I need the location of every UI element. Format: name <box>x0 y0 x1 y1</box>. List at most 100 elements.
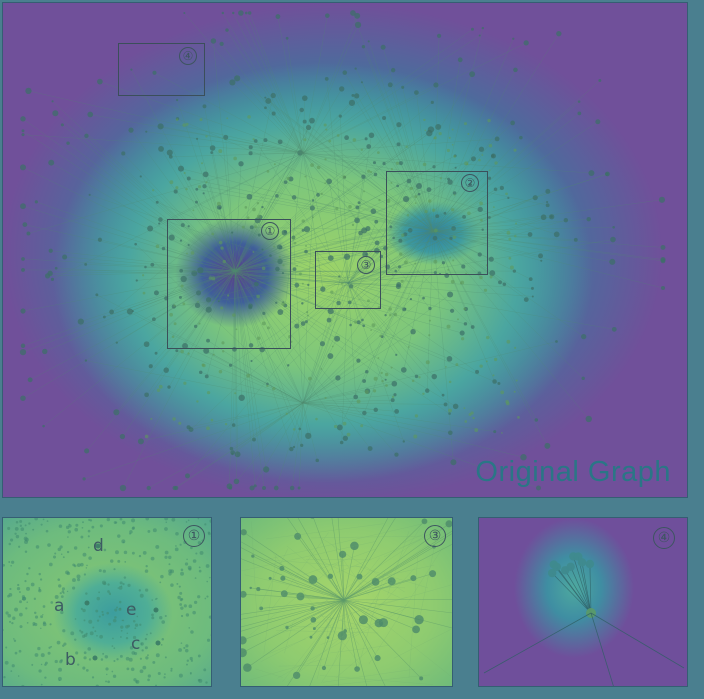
graph-node <box>67 536 69 538</box>
region-box-1[interactable] <box>167 219 291 349</box>
graph-node <box>212 353 215 356</box>
graph-node <box>144 392 149 398</box>
graph-node <box>414 374 419 379</box>
graph-node <box>34 653 39 657</box>
graph-edge <box>219 207 236 272</box>
graph-node <box>447 177 450 181</box>
graph-node <box>65 525 70 530</box>
graph-node <box>210 418 214 422</box>
graph-node <box>301 219 305 223</box>
graph-node <box>198 569 202 573</box>
graph-node <box>142 551 147 555</box>
graph-edge <box>234 270 302 446</box>
graph-node <box>138 554 142 558</box>
graph-node <box>150 262 155 267</box>
graph-node <box>114 616 117 619</box>
graph-edge <box>265 97 434 232</box>
graph-edge <box>393 628 452 659</box>
graph-node <box>514 234 517 238</box>
graph-node <box>11 664 15 668</box>
graph-edge <box>280 230 434 313</box>
graph-edge <box>302 338 338 404</box>
graph-edge <box>297 518 345 601</box>
graph-edge <box>234 270 236 350</box>
graph-node <box>523 40 529 46</box>
graph-node <box>192 610 196 615</box>
graph-node <box>11 621 14 625</box>
graph-edge <box>169 152 236 272</box>
graph-node <box>75 651 79 655</box>
graph-edge <box>234 270 456 407</box>
graph-edge <box>200 270 349 284</box>
graph-node <box>113 660 116 663</box>
graph-node <box>311 216 314 219</box>
graph-node <box>273 485 279 491</box>
graph-edge <box>205 174 236 272</box>
graph-node <box>132 635 137 640</box>
graph-node <box>369 170 373 174</box>
graph-node <box>390 398 395 403</box>
graph-node <box>390 181 393 184</box>
region-box-3[interactable] <box>315 251 381 309</box>
graph-node <box>85 669 89 672</box>
graph-node <box>396 142 401 147</box>
graph-edge <box>234 228 369 272</box>
graph-node <box>119 654 123 658</box>
graph-node <box>144 646 148 650</box>
graph-node <box>183 381 187 385</box>
graph-node <box>25 607 28 610</box>
graph-node <box>330 290 334 294</box>
graph-node <box>433 82 439 88</box>
graph-node <box>164 527 168 531</box>
graph-node <box>79 562 84 567</box>
graph-node <box>264 96 267 99</box>
region-box-2[interactable] <box>386 171 488 275</box>
graph-edge <box>347 282 453 312</box>
graph-node <box>42 518 45 521</box>
graph-node <box>119 484 127 492</box>
graph-edge <box>432 230 464 267</box>
graph-node <box>34 200 38 204</box>
graph-edge <box>247 599 345 668</box>
graph-node <box>472 416 475 420</box>
graph-node <box>87 535 90 538</box>
graph-node <box>157 123 164 130</box>
graph-edge <box>320 630 360 645</box>
graph-edge <box>343 530 452 601</box>
graph-node <box>390 366 393 369</box>
graph-node <box>310 606 315 611</box>
graph-edge <box>22 270 236 399</box>
graph-node <box>187 243 190 246</box>
graph-edge <box>343 518 396 601</box>
graph-node <box>137 438 144 445</box>
graph-node <box>187 225 190 228</box>
graph-node <box>74 527 79 532</box>
graph-edge <box>36 201 236 272</box>
graph-edge <box>432 187 503 232</box>
graph-edge <box>343 599 358 670</box>
graph-node <box>195 187 199 191</box>
graph-edge <box>156 270 236 294</box>
graph-node <box>220 306 224 310</box>
graph-node <box>581 333 587 340</box>
graph-edge <box>294 197 434 232</box>
graph-edge <box>390 84 434 232</box>
region-box-4[interactable] <box>118 43 205 96</box>
graph-node <box>391 380 398 387</box>
graph-edge <box>234 174 376 272</box>
graph-node <box>61 590 65 593</box>
graph-node <box>139 657 142 660</box>
graph-edge <box>343 573 433 601</box>
graph-node <box>7 594 10 598</box>
graph-node <box>234 392 237 395</box>
graph-node <box>305 124 312 131</box>
graph-edge <box>22 134 304 154</box>
graph-node <box>42 424 45 428</box>
graph-node <box>231 423 236 427</box>
node-label-c: c <box>131 634 141 654</box>
graph-node <box>342 435 348 441</box>
graph-node <box>179 239 183 242</box>
graph-node <box>224 422 228 426</box>
graph-edge <box>277 16 304 154</box>
graph-node <box>428 334 431 337</box>
